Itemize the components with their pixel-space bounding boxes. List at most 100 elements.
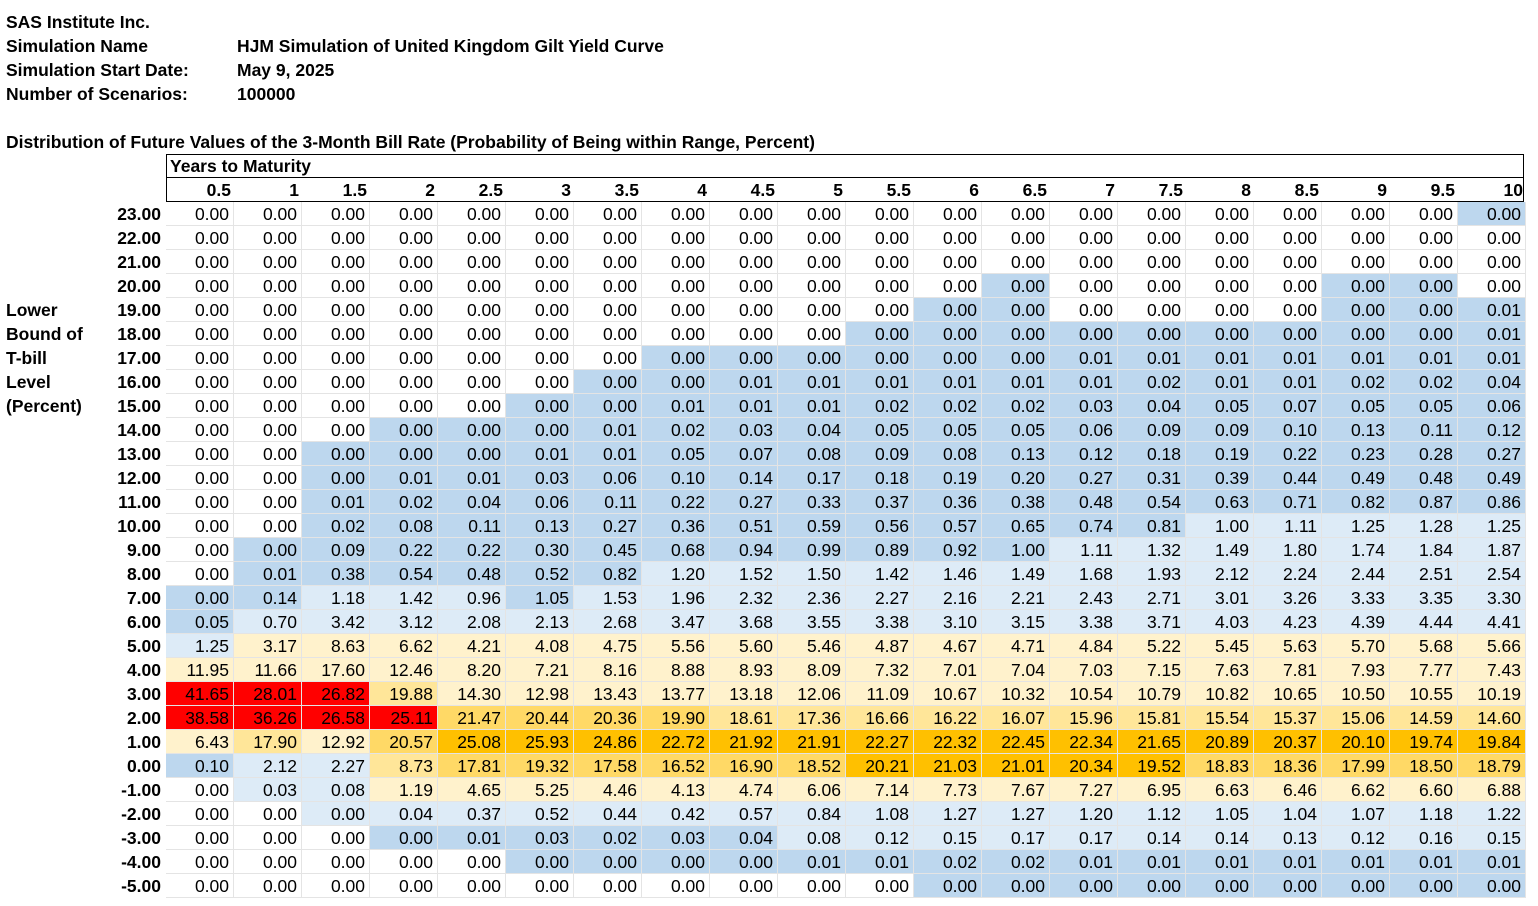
table-cell: 4.67 [914, 634, 982, 658]
table-cell: 0.00 [1390, 274, 1458, 298]
table-cell: 0.00 [778, 322, 846, 346]
table-cell: 0.00 [1390, 226, 1458, 250]
table-cell: 0.00 [166, 322, 234, 346]
row-header: 14.00 [117, 420, 161, 440]
table-cell: 5.56 [642, 634, 710, 658]
table-cell: 0.00 [1050, 202, 1118, 226]
table-cell: 1.49 [982, 562, 1050, 586]
table-cell: 0.01 [1254, 850, 1322, 874]
table-cell: 14.30 [438, 682, 506, 706]
table-cell: 16.52 [642, 754, 710, 778]
table-cell: 7.73 [914, 778, 982, 802]
row-header: 22.00 [117, 228, 161, 248]
table-cell: 1.08 [846, 802, 914, 826]
table-cell: 13.18 [710, 682, 778, 706]
table-cell: 0.00 [846, 274, 914, 298]
table-cell: 0.54 [1118, 490, 1186, 514]
table-cell: 7.43 [1458, 658, 1526, 682]
table-cell: 22.45 [982, 730, 1050, 754]
table-cell: 0.02 [1390, 370, 1458, 394]
table-cell: 0.00 [302, 826, 370, 850]
table-cell: 4.44 [1390, 610, 1458, 634]
table-cell: 0.00 [166, 562, 234, 586]
table-cell: 16.07 [982, 706, 1050, 730]
table-cell: 3.38 [846, 610, 914, 634]
table-cell: 1.84 [1390, 538, 1458, 562]
table-cell: 0.00 [642, 202, 710, 226]
table-cell: 0.48 [1390, 466, 1458, 490]
row-header: 6.00 [126, 612, 161, 632]
table-cell: 0.00 [166, 586, 234, 610]
table-cell: 0.13 [1322, 418, 1390, 442]
table-cell: 0.00 [302, 850, 370, 874]
table-cell: 0.00 [914, 322, 982, 346]
table-cell: 20.57 [370, 730, 438, 754]
table-cell: 0.00 [1390, 322, 1458, 346]
table-cell: 0.00 [166, 370, 234, 394]
table-cell: 0.06 [574, 466, 642, 490]
table-cell: 0.00 [166, 466, 234, 490]
table-cell: 0.00 [1186, 322, 1254, 346]
table-cell: 0.02 [642, 418, 710, 442]
table-cell: 0.00 [778, 874, 846, 898]
table-cell: 0.27 [710, 490, 778, 514]
table-cell: 4.74 [710, 778, 778, 802]
table-cell: 0.14 [234, 586, 302, 610]
table-cell: 7.81 [1254, 658, 1322, 682]
table-cell: 0.13 [1254, 826, 1322, 850]
table-cell: 0.00 [1254, 202, 1322, 226]
table-cell: 0.00 [1186, 250, 1254, 274]
table-cell: 0.00 [506, 418, 574, 442]
table-cell: 0.00 [982, 322, 1050, 346]
table-cell: 0.00 [506, 298, 574, 322]
table-cell: 0.00 [1118, 322, 1186, 346]
table-cell: 0.00 [1118, 202, 1186, 226]
table-cell: 0.00 [234, 322, 302, 346]
row-header: 4.00 [126, 660, 161, 680]
table-cell: 2.08 [438, 610, 506, 634]
table-cell: 0.00 [642, 298, 710, 322]
table-cell: 2.24 [1254, 562, 1322, 586]
table-cell: 28.01 [234, 682, 302, 706]
table-cell: 0.05 [1186, 394, 1254, 418]
table-cell: 0.08 [778, 442, 846, 466]
column-header: 9 [1377, 180, 1387, 200]
table-cell: 17.81 [438, 754, 506, 778]
column-header: 1.5 [342, 180, 367, 200]
table-cell: 1.25 [166, 634, 234, 658]
row-header: 0.00 [126, 756, 161, 776]
table-cell: 0.12 [1050, 442, 1118, 466]
table-cell: 0.65 [982, 514, 1050, 538]
table-cell: 2.51 [1390, 562, 1458, 586]
table-cell: 0.01 [506, 442, 574, 466]
table-cell: 0.00 [1458, 226, 1526, 250]
table-cell: 0.00 [370, 850, 438, 874]
table-cell: 0.11 [574, 490, 642, 514]
table-cell: 0.00 [846, 202, 914, 226]
table-cell: 0.17 [1050, 826, 1118, 850]
table-cell: 0.00 [166, 202, 234, 226]
table-cell: 0.36 [642, 514, 710, 538]
table-cell: 7.93 [1322, 658, 1390, 682]
table-cell: 1.53 [574, 586, 642, 610]
table-cell: 0.00 [234, 394, 302, 418]
table-cell: 12.46 [370, 658, 438, 682]
table-cell: 0.99 [778, 538, 846, 562]
table-cell: 3.68 [710, 610, 778, 634]
table-cell: 0.81 [1118, 514, 1186, 538]
table-cell: 0.02 [846, 394, 914, 418]
table-cell: 0.00 [302, 322, 370, 346]
table-cell: 3.01 [1186, 586, 1254, 610]
table-cell: 20.89 [1186, 730, 1254, 754]
table-cell: 0.00 [1254, 322, 1322, 346]
table-cell: 0.00 [234, 442, 302, 466]
table-cell: 0.06 [506, 490, 574, 514]
table-cell: 0.01 [574, 418, 642, 442]
table-cell: 4.46 [574, 778, 642, 802]
table-cell: 24.86 [574, 730, 642, 754]
table-cell: 0.01 [1390, 346, 1458, 370]
table-cell: 0.00 [574, 874, 642, 898]
table-cell: 0.45 [574, 538, 642, 562]
table-cell: 0.00 [302, 874, 370, 898]
row-header: -3.00 [121, 828, 161, 848]
